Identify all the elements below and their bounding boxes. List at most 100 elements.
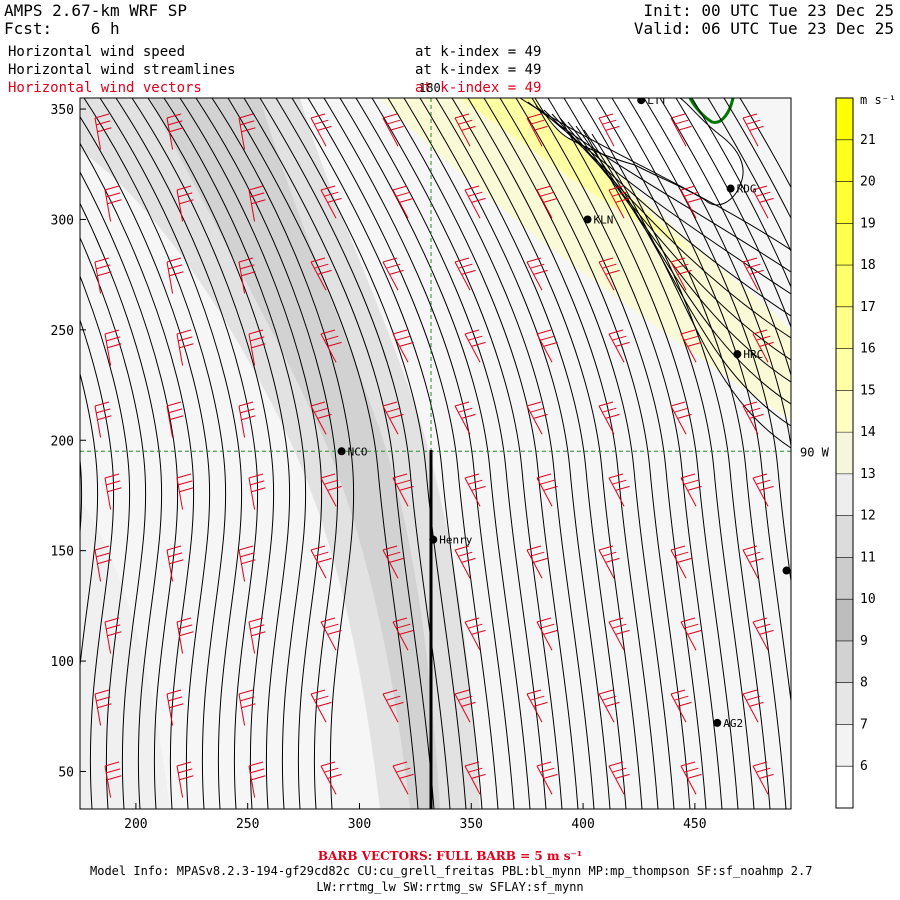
colorbar-level: 20 bbox=[860, 175, 876, 190]
streamline bbox=[579, 98, 771, 809]
model-info: Model Info: MPASv8.2.3-194-gf29cd82c CU:… bbox=[90, 864, 813, 878]
wind-barb bbox=[454, 257, 476, 291]
station-marker: LTT bbox=[637, 94, 667, 107]
colorbar-swatch bbox=[836, 599, 853, 641]
station-label: KLN bbox=[594, 213, 614, 226]
wind-barb bbox=[454, 545, 476, 579]
wind-barb bbox=[742, 401, 764, 435]
colorbar-level: 14 bbox=[860, 425, 876, 440]
streamline bbox=[559, 117, 791, 361]
streamline bbox=[659, 98, 791, 377]
wind-barb bbox=[742, 257, 764, 291]
streamline bbox=[595, 98, 787, 809]
wind-barb bbox=[680, 329, 702, 363]
station-label: Henry bbox=[439, 534, 472, 547]
streamline bbox=[675, 98, 791, 329]
wind-barb bbox=[454, 689, 476, 723]
colorbar-level: 9 bbox=[860, 634, 868, 649]
streamlines bbox=[0, 98, 791, 809]
colorbar-level: 15 bbox=[860, 383, 876, 398]
colorbar-swatch bbox=[836, 515, 853, 558]
streamline bbox=[0, 98, 66, 809]
wind-barb bbox=[464, 761, 486, 795]
wind-barb bbox=[382, 257, 404, 291]
wind-barb bbox=[104, 185, 122, 222]
station-label: LTT bbox=[647, 94, 667, 107]
wind-barb bbox=[166, 257, 184, 294]
streamline bbox=[723, 98, 791, 220]
wind-barb bbox=[382, 113, 404, 147]
wind-barb bbox=[526, 113, 548, 147]
wind-barb bbox=[320, 761, 342, 795]
streamline bbox=[259, 98, 451, 809]
wind-barb bbox=[310, 689, 332, 723]
colorbar-swatch bbox=[836, 640, 853, 683]
wind-barb bbox=[176, 185, 194, 222]
streamline bbox=[211, 98, 355, 809]
station-marker: RDG bbox=[726, 183, 757, 196]
x-tick-label: 350 bbox=[460, 817, 483, 832]
colorbar: 21 20 19 18 17 16 15 14 13 12 11 10 9 8 7 6 bbox=[835, 97, 876, 809]
field-2-level: at k-index = 49 bbox=[415, 62, 542, 78]
streamline bbox=[227, 98, 419, 809]
colorbar-level: 17 bbox=[860, 300, 876, 315]
wind-barb bbox=[742, 689, 764, 723]
wind-barb bbox=[176, 617, 194, 654]
wind-barb bbox=[752, 761, 774, 795]
wind-barb bbox=[670, 257, 692, 291]
colorbar-swatch bbox=[836, 682, 853, 725]
station-label: AG2 bbox=[723, 717, 743, 730]
streamline bbox=[80, 115, 211, 809]
stations: NCO Henry KLN RDG HRC AG2 LTT bbox=[337, 94, 791, 730]
wind-barb bbox=[680, 473, 702, 507]
wind-barb bbox=[310, 545, 332, 579]
wind-barb bbox=[680, 617, 702, 651]
wind-barb bbox=[752, 185, 774, 219]
wind-barb bbox=[454, 113, 476, 147]
x-tick-label: 450 bbox=[683, 817, 706, 832]
wind-barb bbox=[238, 257, 256, 294]
colorbar-swatch bbox=[836, 766, 853, 808]
streamline bbox=[80, 275, 131, 809]
forecast-label: Fcst: 6 h bbox=[4, 20, 120, 38]
station-dot bbox=[782, 566, 791, 575]
model-title: AMPS 2.67-km WRF SP bbox=[4, 1, 188, 20]
wind-barb bbox=[392, 329, 414, 363]
wind-barb bbox=[238, 689, 256, 726]
streamline bbox=[147, 98, 291, 809]
wind-barb bbox=[598, 401, 620, 435]
streamline bbox=[243, 98, 435, 809]
streamline bbox=[435, 98, 627, 809]
colorbar-level: 8 bbox=[860, 676, 868, 691]
wind-barb bbox=[608, 329, 630, 363]
streamline bbox=[419, 98, 611, 809]
coastline bbox=[534, 98, 744, 206]
field-3-level: at k-index = 49 bbox=[415, 80, 542, 96]
wind-barb bbox=[248, 185, 266, 222]
wind-barb bbox=[608, 185, 630, 219]
wind-barb bbox=[238, 401, 256, 438]
wind-barb bbox=[166, 401, 184, 438]
streamline bbox=[387, 98, 579, 809]
wind-barb bbox=[670, 401, 692, 435]
wind-barb bbox=[382, 401, 404, 435]
wind-barb bbox=[248, 761, 266, 798]
streamline bbox=[355, 98, 547, 809]
y-tick-label: 250 bbox=[51, 324, 74, 339]
wind-barbs bbox=[94, 113, 774, 798]
wind-barb bbox=[598, 545, 620, 579]
streamline bbox=[99, 98, 243, 809]
streamline bbox=[591, 133, 791, 449]
wind-barb bbox=[526, 257, 548, 291]
wind-barb bbox=[598, 689, 620, 723]
colorbar-frame bbox=[835, 97, 854, 809]
colorbar-level: 16 bbox=[860, 342, 876, 357]
streamline bbox=[563, 98, 755, 809]
wind-barb bbox=[392, 473, 414, 507]
init-time: Init: 00 UTC Tue 23 Dec 25 bbox=[643, 1, 894, 20]
streamline bbox=[83, 98, 227, 809]
wind-barb bbox=[608, 473, 630, 507]
wind-barb bbox=[608, 617, 630, 651]
wind-barb bbox=[310, 113, 332, 147]
